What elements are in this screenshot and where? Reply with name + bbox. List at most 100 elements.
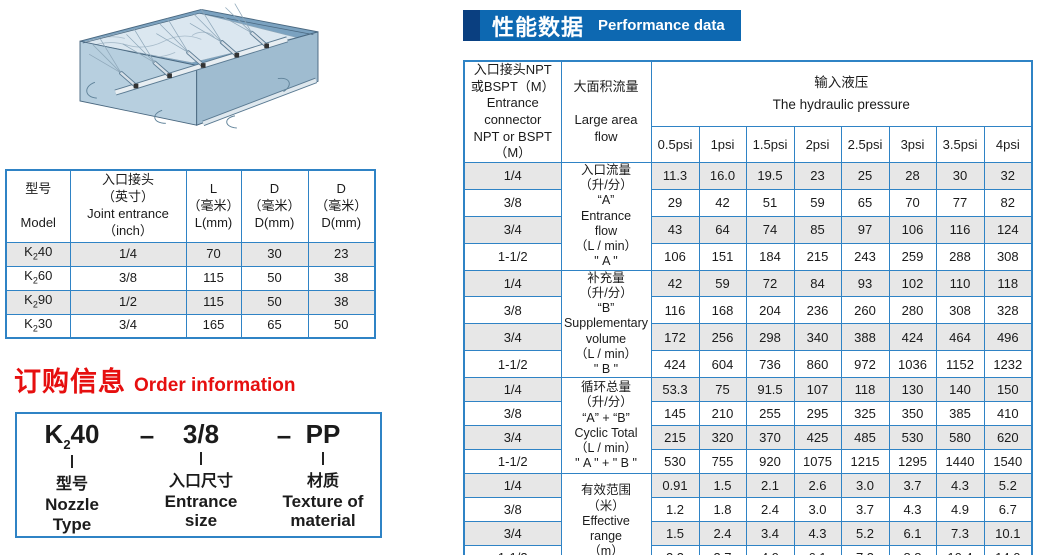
pipe-size: 3/4 xyxy=(463,323,562,352)
l-cell: 165 xyxy=(185,313,242,339)
perf-value: 1215 xyxy=(840,449,890,475)
swirl-arrow xyxy=(226,115,237,129)
perf-value: 350 xyxy=(888,401,937,427)
perf-value: 410 xyxy=(983,401,1033,427)
perf-value: 28 xyxy=(888,161,937,190)
header-pipe-body xyxy=(202,78,317,126)
perf-value: 604 xyxy=(698,350,747,379)
perf-value: 256 xyxy=(698,323,747,352)
perf-value: 16.0 xyxy=(698,161,747,190)
model-cell: K240 xyxy=(5,241,71,267)
tank-rim xyxy=(82,12,314,44)
model-header: 型号 Model xyxy=(5,169,71,243)
perf-value: 1540 xyxy=(983,449,1033,475)
perf-value: 920 xyxy=(745,449,795,475)
swirl-arrow xyxy=(154,109,166,124)
swirl-arrow xyxy=(86,81,97,99)
perf-value: 10.1 xyxy=(983,521,1033,547)
perf-value: 1.5 xyxy=(698,473,747,499)
tank-mixing-illustration xyxy=(79,3,319,129)
perf-value: 1036 xyxy=(888,350,937,379)
table-row: K240 1/4 70 30 23 xyxy=(5,241,376,267)
psi-header: 1psi xyxy=(698,125,747,163)
perf-value: 30 xyxy=(935,161,985,190)
joint-cell: 1/4 xyxy=(69,241,187,267)
table-row: K230 3/4 165 65 50 xyxy=(5,313,376,339)
perf-value: 298 xyxy=(745,323,795,352)
large-area-flow-header: 大面积流量 Large area flow xyxy=(560,60,652,163)
model-cell: K230 xyxy=(5,313,71,339)
pipe-size: 3/4 xyxy=(463,521,562,547)
perf-value: 4.9 xyxy=(935,497,985,523)
diameter1-header: D （毫米） D(mm) xyxy=(240,169,309,243)
order-title-en: Order information xyxy=(134,375,296,396)
eductor-nozzle xyxy=(156,18,206,68)
table-row: 1/4 补充量 （升/分） “B” Supplementary volume （… xyxy=(463,269,1033,379)
perf-value: 280 xyxy=(888,296,937,325)
perf-value: 0.91 xyxy=(650,473,700,499)
perf-value: 85 xyxy=(793,215,842,244)
table-row: 3/8 29 42 51 59 65 70 77 82 xyxy=(463,188,1033,217)
diameter2-header: D （毫米） D(mm) xyxy=(307,169,376,243)
perf-header-row2: 0.5psi 1psi 1.5psi 2psi 2.5psi 3psi 3.5p… xyxy=(464,125,1033,163)
perf-value: 620 xyxy=(983,425,1033,451)
perf-value: 116 xyxy=(935,215,985,244)
banner-main: 性能数据 Performance data xyxy=(480,10,741,41)
dimensions-header-row: 型号 Model 入口接头 （英寸） Joint entrance （inch）… xyxy=(5,169,376,243)
pipe-size: 3/4 xyxy=(463,215,562,244)
order-tick xyxy=(322,451,324,465)
perf-value: 288 xyxy=(935,242,985,271)
perf-value: 106 xyxy=(650,242,700,271)
perf-value: 110 xyxy=(935,269,985,298)
perf-value: 860 xyxy=(793,350,842,379)
perf-value: 6.7 xyxy=(983,497,1033,523)
perf-value: 1440 xyxy=(935,449,985,475)
perf-value: 150 xyxy=(983,377,1033,403)
perf-value: 2.6 xyxy=(793,473,842,499)
perf-value: 424 xyxy=(888,323,937,352)
table-row: 1-1/2 2.3 3.7 4.9 6.1 7.3 8.8 10.4 14.0 xyxy=(463,545,1033,555)
perf-value: 1.2 xyxy=(650,497,700,523)
order-code-model: K240 xyxy=(44,419,100,453)
banner-title-zh: 性能数据 xyxy=(492,14,585,40)
perf-value: 102 xyxy=(888,269,937,298)
entrance-connector-header: 入口接头NPT 或BSPT（M） Entrance connector NPT … xyxy=(463,60,562,163)
hydraulic-pressure-header: 输入液压 The hydraulic pressure xyxy=(650,60,1033,127)
perf-value: 1232 xyxy=(983,350,1033,379)
perf-value: 1.8 xyxy=(698,497,747,523)
psi-header: 4psi xyxy=(983,125,1033,163)
psi-header: 3psi xyxy=(888,125,937,163)
table-row: 1-1/2 530 755 920 1075 1215 1295 1440 15… xyxy=(463,449,1033,475)
perf-value: 755 xyxy=(698,449,747,475)
d1-cell: 65 xyxy=(240,313,309,339)
perf-value: 215 xyxy=(650,425,700,451)
perf-value: 3.7 xyxy=(698,545,747,555)
perf-value: 370 xyxy=(745,425,795,451)
perf-value: 106 xyxy=(888,215,937,244)
perf-value: 255 xyxy=(745,401,795,427)
perf-value: 84 xyxy=(793,269,842,298)
perf-value: 1075 xyxy=(793,449,842,475)
perf-value: 32 xyxy=(983,161,1033,190)
perf-value: 172 xyxy=(650,323,700,352)
perf-value: 328 xyxy=(983,296,1033,325)
perf-value: 485 xyxy=(840,425,890,451)
perf-value: 3.7 xyxy=(888,473,937,499)
pipe-size: 3/8 xyxy=(463,296,562,325)
pipe-size: 1-1/2 xyxy=(463,242,562,271)
model-cell: K260 xyxy=(5,265,71,291)
perf-value: 23 xyxy=(793,161,842,190)
perf-value: 72 xyxy=(745,269,795,298)
perf-value: 424 xyxy=(650,350,700,379)
perf-value: 145 xyxy=(650,401,700,427)
perf-value: 972 xyxy=(840,350,890,379)
perf-value: 77 xyxy=(935,188,985,217)
perf-value: 118 xyxy=(840,377,890,403)
perf-value: 130 xyxy=(888,377,937,403)
perf-value: 65 xyxy=(840,188,890,217)
psi-header: 3.5psi xyxy=(935,125,985,163)
perf-value: 82 xyxy=(983,188,1033,217)
order-label-en: Entrance size xyxy=(164,491,238,531)
perf-value: 10.4 xyxy=(935,545,985,555)
order-code-box: K240 型号 Nozzle Type – 3/8 入口尺寸 Entrance … xyxy=(15,412,382,538)
